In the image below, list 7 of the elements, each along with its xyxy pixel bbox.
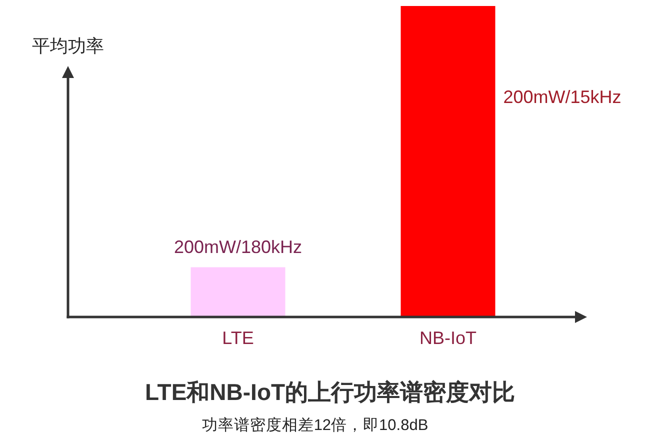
x-tick-label: NB-IoT — [419, 328, 477, 348]
x-tick-label: LTE — [222, 328, 254, 348]
annotation: 200mW/15kHz — [503, 87, 622, 107]
text: 功率谱密度相差12倍，即10.8dB — [202, 416, 428, 434]
annotation: 200mW/180kHz — [174, 237, 302, 258]
text: LTE和NB-IoT的上行功率谱密度对比 — [144, 379, 516, 405]
y-axis-title: 平均功率 — [32, 36, 104, 56]
